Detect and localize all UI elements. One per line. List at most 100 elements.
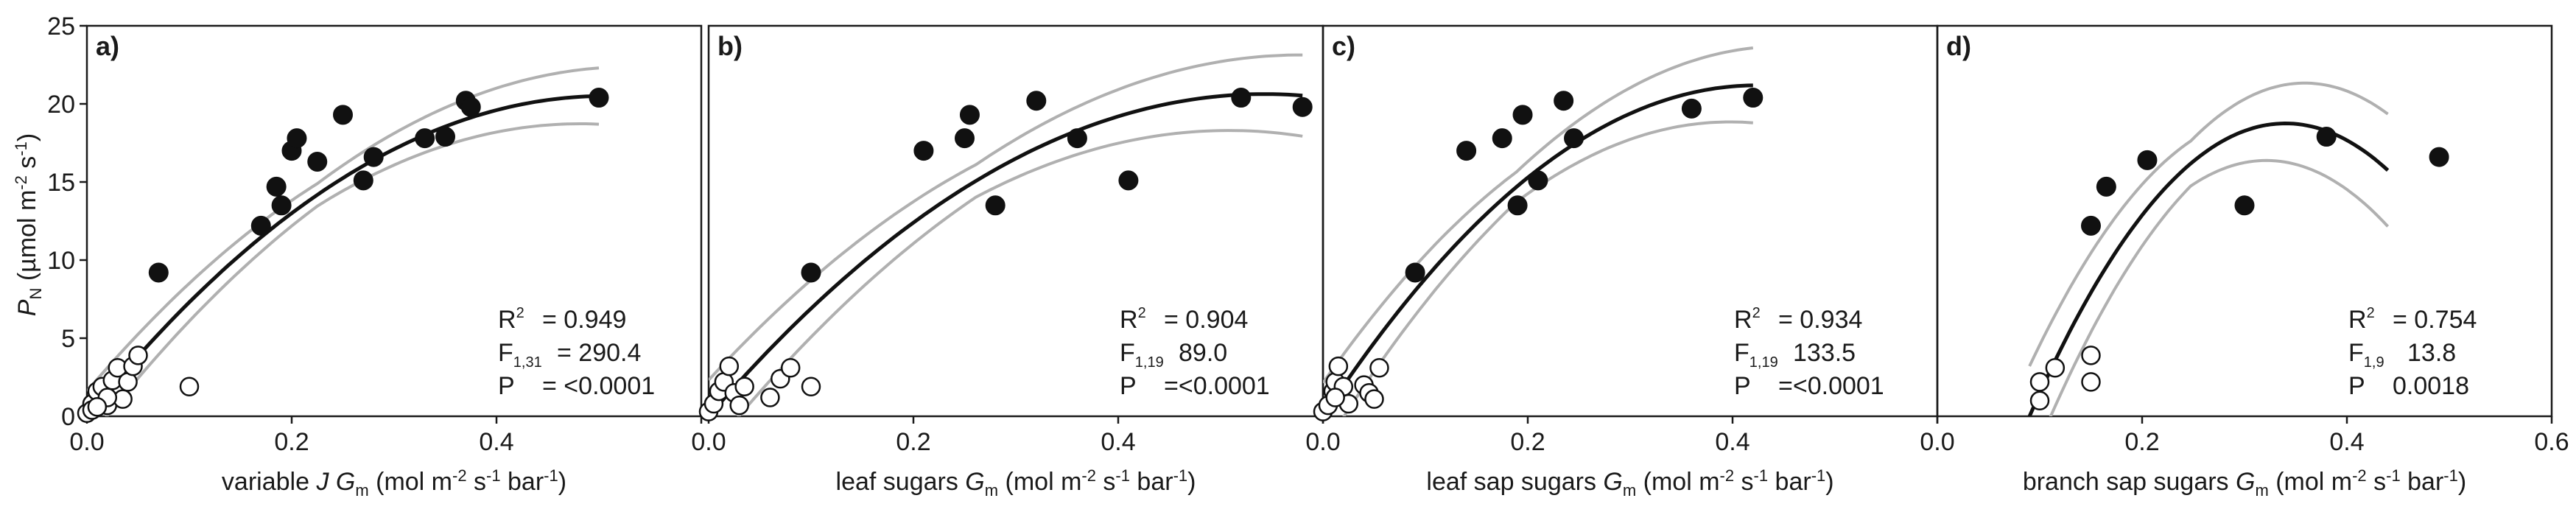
r-squared-label: R2 <box>498 305 524 334</box>
x-axis-title-part: -2 <box>1720 466 1735 485</box>
filled-data-point <box>353 170 373 191</box>
x-axis-title-part: (mol m <box>998 468 1081 496</box>
filled-data-point <box>333 105 353 125</box>
r-squared-value: = 0.949 <box>542 306 626 334</box>
r-squared-value: = 0.904 <box>1164 306 1248 334</box>
open-data-point <box>179 376 200 396</box>
x-axis-title-part: -2 <box>452 466 467 485</box>
confidence-band-lower <box>105 122 600 416</box>
open-data-point <box>2029 390 2050 411</box>
r-squared-symbol: R <box>498 306 516 334</box>
x-axis-title-part: -1 <box>1173 466 1188 485</box>
filled-data-point <box>1681 98 1702 119</box>
open-data-point <box>2081 372 2101 392</box>
filled-data-point <box>287 128 307 149</box>
r-squared-superscript: 2 <box>1138 305 1146 321</box>
x-tick-label: 0.2 <box>274 428 309 456</box>
panel-d: 0.0 0.2 0.4 0.6 d) R2 = 0.754 F1,9 13.8 P 0.0018 br… <box>1920 24 2569 500</box>
x-tick-label: 0.0 <box>691 428 726 456</box>
x-axis-title-part: bar <box>1768 468 1811 496</box>
fit-curves <box>709 53 1303 416</box>
x-axis-title-part: s <box>467 468 486 496</box>
y-axis-title-mid: s <box>13 156 41 175</box>
filled-data-point <box>271 195 292 216</box>
confidence-band-upper <box>87 66 600 393</box>
p-value-value: =<0.0001 <box>1164 372 1270 400</box>
x-axis-title-part: s <box>2367 468 2386 496</box>
x-tick-label: 0.0 <box>1305 428 1340 456</box>
filled-data-point <box>1554 91 1574 111</box>
r-squared-label: R2 <box>1120 305 1146 334</box>
fit-line <box>709 92 1303 416</box>
f-statistic-subscript: 1,9 <box>2364 354 2384 371</box>
f-statistic-symbol: F <box>1120 339 1135 367</box>
r-squared-symbol: R <box>1734 306 1752 334</box>
open-data-point <box>128 346 148 365</box>
f-statistic-label: F1,9 <box>2348 339 2384 371</box>
filled-data-point <box>1405 262 1425 283</box>
filled-data-point <box>2429 147 2449 167</box>
filled-data-point <box>913 141 934 161</box>
x-axis-title-part: s <box>1096 468 1115 496</box>
x-tick-label: 0.2 <box>1510 428 1545 456</box>
y-axis-title-end: ) <box>13 133 41 141</box>
filled-data-point <box>307 151 328 172</box>
x-axis-title-part: -1 <box>1754 466 1769 485</box>
open-data-point <box>2045 358 2066 378</box>
x-axis-title-part: bar <box>2401 468 2444 496</box>
x-axis-title-part: (mol m <box>2269 468 2352 496</box>
f-statistic-value: 89.0 <box>1179 339 1227 367</box>
x-tick-label: 0.4 <box>1715 428 1749 456</box>
filled-data-point <box>250 215 271 236</box>
filled-data-point <box>1231 88 1252 108</box>
open-data-point <box>719 356 740 376</box>
x-axis-title-part: bar <box>501 468 544 496</box>
p-value-symbol: P <box>1120 372 1137 400</box>
r-squared-label: R2 <box>1734 305 1761 334</box>
f-statistic-label: F1,19 <box>1120 339 1164 371</box>
open-data-point <box>2029 372 2050 392</box>
r-squared-superscript: 2 <box>2367 305 2375 321</box>
plot-frame <box>85 24 703 418</box>
f-statistic-subscript: 1,31 <box>513 354 542 371</box>
y-axis-title-main: P <box>13 299 41 316</box>
filled-data-point <box>266 176 287 197</box>
x-axis-title-part: branch sap sugars <box>2023 468 2236 496</box>
x-axis-title-part: s <box>1734 468 1753 496</box>
x-axis-title: variable J Gm (mol m-2 s-1 bar-1) <box>222 466 566 500</box>
filled-data-point <box>1292 97 1313 117</box>
x-axis-title-part: -2 <box>2352 466 2367 485</box>
x-axis-title-part: -1 <box>1115 466 1130 485</box>
p-value-label: P <box>1734 372 1751 400</box>
confidence-band-upper <box>709 53 1303 382</box>
filled-data-point <box>1507 195 1528 216</box>
filled-data-point <box>2316 127 2337 147</box>
open-data-point <box>734 376 754 396</box>
f-statistic-label: F1,31 <box>498 339 542 371</box>
x-axis-title-part: -2 <box>1081 466 1096 485</box>
x-axis-title-part: -1 <box>486 466 501 485</box>
filled-data-point <box>1118 170 1139 191</box>
x-axis-title-part: bar <box>1130 468 1173 496</box>
x-axis-title: leaf sap sugars Gm (mol m-2 s-1 bar-1) <box>1426 466 1833 500</box>
y-axis-title-sup1: -2 <box>12 175 30 190</box>
open-data-point <box>801 376 821 396</box>
p-value-label: P <box>498 372 515 400</box>
f-statistic-subscript: 1,19 <box>1135 354 1164 371</box>
y-axis-title-units: (µmol m <box>13 190 41 288</box>
y-tick-label: 20 <box>47 91 75 119</box>
x-tick-label: 0.6 <box>2534 428 2569 456</box>
r-squared-superscript: 2 <box>1752 305 1761 321</box>
plot-frame <box>707 24 1324 418</box>
filled-data-point <box>589 88 609 108</box>
x-axis-title-part: ) <box>1187 468 1196 496</box>
x-axis-title-part: leaf sap sugars <box>1426 468 1603 496</box>
r-squared-value: = 0.934 <box>1778 306 1862 334</box>
r-squared-symbol: R <box>2348 306 2367 334</box>
filled-data-point <box>955 128 975 149</box>
x-axis-title-part: (mol m <box>1636 468 1719 496</box>
fit-line <box>1323 83 1753 416</box>
x-axis-title-part: -1 <box>2443 466 2458 485</box>
y-axis-title-sup2: -1 <box>12 141 30 156</box>
